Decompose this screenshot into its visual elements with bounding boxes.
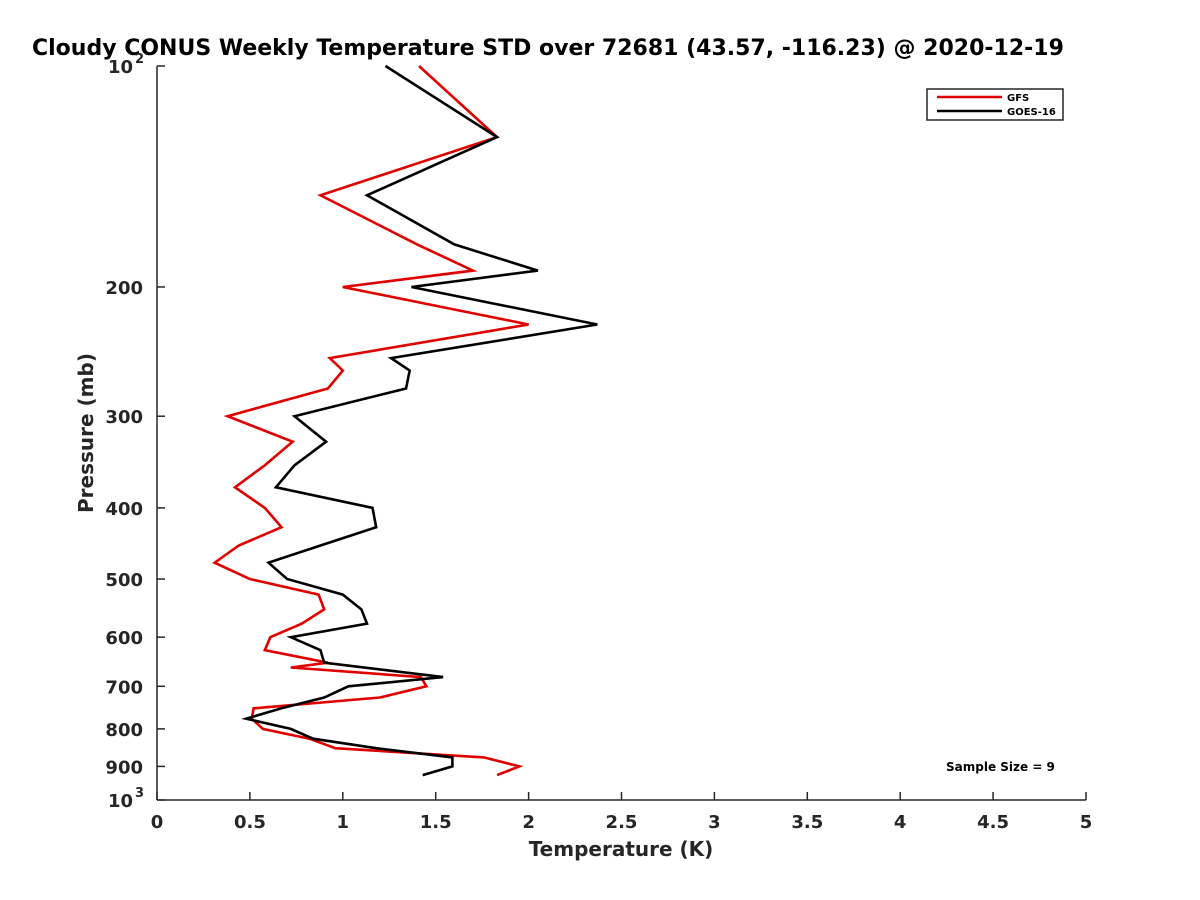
y-tick-exponent: 2 (135, 52, 144, 67)
x-axis-title: Temperature (K) (529, 837, 714, 861)
x-tick-label: 4 (894, 812, 907, 833)
legend-label-goes-16: GOES-16 (1007, 107, 1056, 118)
x-tick-label: 5 (1080, 812, 1093, 833)
y-axis-title: Pressure (mb) (74, 353, 98, 513)
chart-legend: GFS GOES-16 (926, 88, 1064, 121)
sample-size-annotation: Sample Size = 9 (946, 760, 1055, 774)
x-tick-label: 1 (337, 812, 350, 833)
legend-box (926, 88, 1064, 121)
y-tick-label: 500 (105, 570, 143, 591)
y-tick-label: 600 (105, 628, 143, 649)
y-tick-label: 700 (105, 677, 143, 698)
x-tick-label: 2 (522, 812, 535, 833)
y-tick-label-power: 10 (108, 57, 133, 78)
x-tick-label: 0 (151, 812, 164, 833)
data-series (212, 64, 598, 777)
x-tick-label: 0.5 (234, 812, 266, 833)
plot-axes (156, 66, 1086, 801)
x-tick-label: 1.5 (420, 812, 452, 833)
y-tick-exponent: 3 (135, 786, 144, 801)
legend-label-gfs: GFS (1007, 93, 1029, 104)
x-tick-label: 2.5 (606, 812, 638, 833)
x-axis-ticks: 0 0.5 1 1.5 2 2.5 3 3.5 4 4.5 5 (151, 792, 1093, 833)
y-tick-label: 800 (105, 720, 143, 741)
y-tick-label: 900 (105, 757, 143, 778)
y-tick-label: 300 (105, 407, 143, 428)
y-tick-label: 400 (105, 499, 143, 520)
x-tick-label: 3 (708, 812, 721, 833)
series-line-goes-16 (241, 64, 598, 777)
chart-title: Cloudy CONUS Weekly Temperature STD over… (32, 36, 1064, 61)
y-tick-base: 10 (108, 791, 133, 812)
y-tick-label-power: 10 (108, 791, 133, 812)
x-tick-label: 3.5 (791, 812, 823, 833)
x-tick-label: 4.5 (977, 812, 1009, 833)
y-tick-label: 200 (105, 278, 143, 299)
y-tick-base: 10 (108, 57, 133, 78)
